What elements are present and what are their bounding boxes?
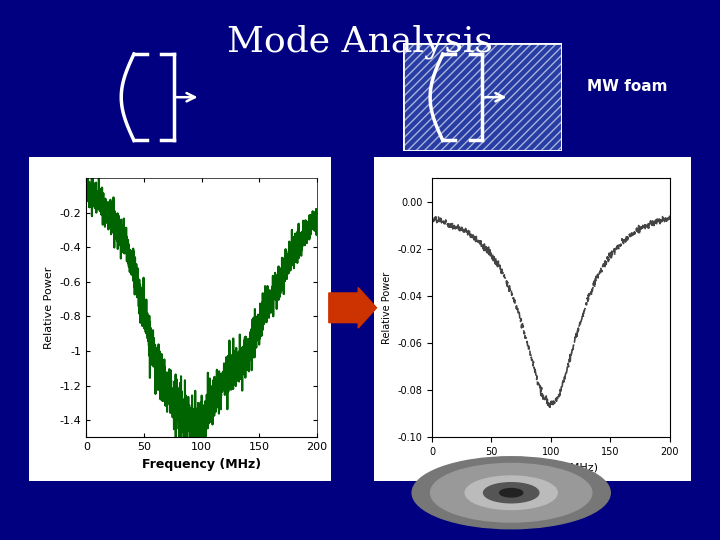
Circle shape <box>465 476 557 510</box>
Y-axis label: Relative Power: Relative Power <box>44 267 54 349</box>
Circle shape <box>412 457 611 529</box>
FancyArrow shape <box>329 287 377 328</box>
X-axis label: Frequency (MHz): Frequency (MHz) <box>142 458 261 471</box>
Circle shape <box>484 483 539 503</box>
Text: MW foam: MW foam <box>587 79 667 94</box>
Text: Mode Analysis: Mode Analysis <box>227 24 493 59</box>
X-axis label: Frequency (MHz): Frequency (MHz) <box>504 463 598 472</box>
Circle shape <box>500 489 523 497</box>
Y-axis label: Relative Power: Relative Power <box>382 272 392 344</box>
Circle shape <box>431 463 592 522</box>
